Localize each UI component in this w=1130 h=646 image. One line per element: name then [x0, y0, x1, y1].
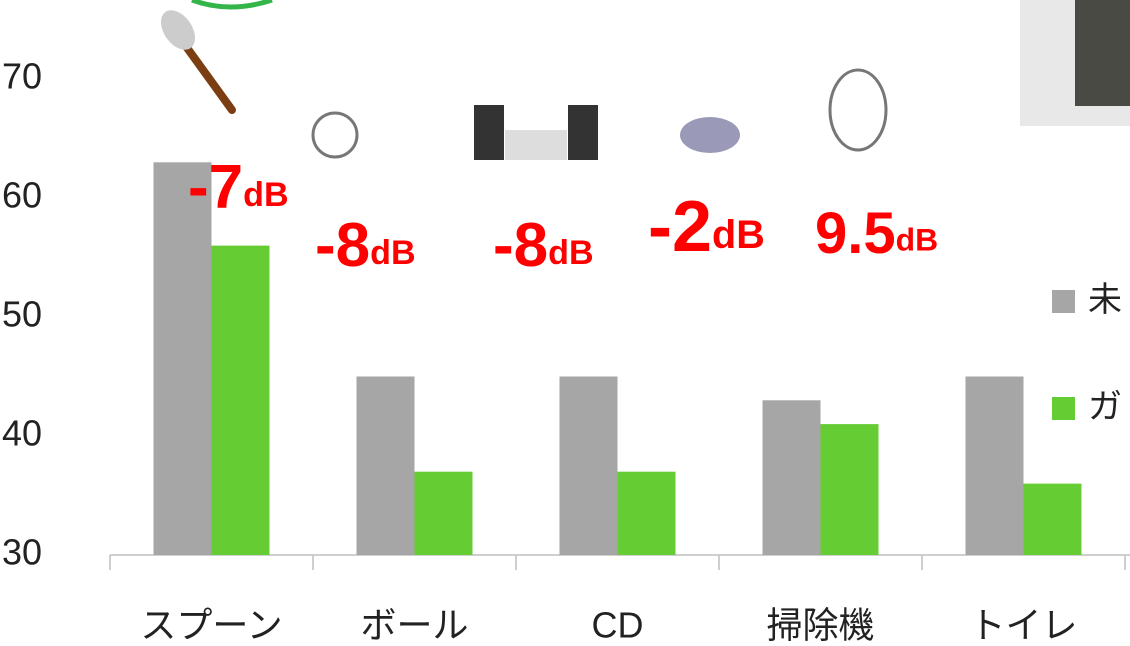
- spoon-icon: [181, 41, 236, 114]
- spoon-head: [160, 10, 196, 50]
- bar: [965, 376, 1024, 555]
- bar: [414, 471, 473, 555]
- y-tick-label: 50: [2, 294, 42, 335]
- speaker-icon: [474, 105, 504, 160]
- y-tick-label: 40: [2, 413, 42, 454]
- bar: [617, 471, 676, 555]
- annotation: -2dB: [648, 187, 765, 267]
- x-tick-label: トイレ: [969, 605, 1077, 646]
- x-tick-label: スプーン: [140, 605, 282, 646]
- bar: [211, 245, 270, 555]
- bar: [1023, 483, 1082, 555]
- annotation-unit: dB: [896, 222, 939, 258]
- bar: [153, 162, 212, 556]
- speaker-icon: [568, 105, 598, 160]
- annotation: 9.5dB: [815, 201, 938, 266]
- annotation-value: 9.5: [815, 201, 896, 266]
- x-tick-label: 掃除機: [766, 605, 874, 646]
- annotation-value: -8: [315, 211, 370, 280]
- icons: [160, 10, 888, 160]
- annotation-value: -7: [188, 153, 243, 222]
- vacuum-icon: [680, 117, 740, 153]
- decoration-arc: [191, 0, 273, 10]
- annotation: -8dB: [493, 211, 594, 280]
- ball-icon: [311, 111, 359, 159]
- stereo-icon: [505, 130, 567, 160]
- toilet-icon: [828, 68, 888, 152]
- legend-swatch: [1052, 397, 1075, 420]
- y-tick-label: 30: [2, 532, 42, 573]
- photo: [1075, 0, 1130, 106]
- legend-label: ガ: [1088, 388, 1122, 426]
- annotation-unit: dB: [548, 234, 593, 272]
- annotation: -7dB: [188, 153, 289, 222]
- annotation-unit: dB: [370, 234, 415, 272]
- annotation-value: -8: [493, 211, 548, 280]
- legend-label: 未: [1088, 281, 1122, 319]
- annotation-unit: dB: [712, 213, 765, 257]
- bar: [762, 400, 821, 555]
- bar: [820, 424, 879, 555]
- legend-swatch: [1052, 290, 1075, 313]
- bar: [559, 376, 618, 555]
- annotation-unit: dB: [243, 176, 288, 214]
- annotation: -8dB: [315, 211, 416, 280]
- y-tick-label: 60: [2, 175, 42, 216]
- bar: [356, 376, 415, 555]
- annotation-value: -2: [648, 187, 712, 267]
- y-tick-label: 70: [2, 56, 42, 97]
- x-tick-label: ボール: [360, 605, 468, 646]
- x-tick-label: CD: [592, 605, 644, 646]
